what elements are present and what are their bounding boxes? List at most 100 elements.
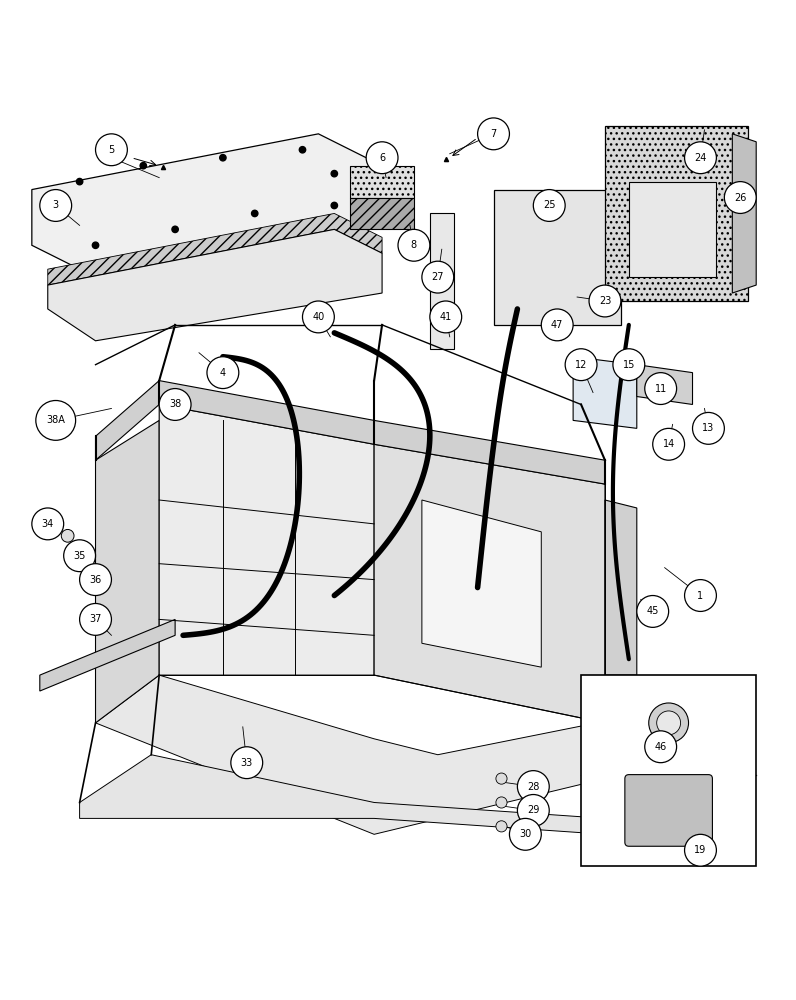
Circle shape [533,190,565,221]
Circle shape [685,834,716,866]
Text: 27: 27 [431,272,444,282]
Polygon shape [96,675,605,834]
Circle shape [657,711,681,735]
FancyBboxPatch shape [625,775,712,846]
Polygon shape [494,190,621,325]
Text: 7: 7 [490,129,497,139]
Text: 15: 15 [622,360,635,370]
Circle shape [517,771,549,802]
Circle shape [517,795,549,826]
Polygon shape [430,213,454,349]
Circle shape [541,309,573,341]
Circle shape [32,508,64,540]
Text: 33: 33 [240,758,253,768]
Circle shape [80,603,111,635]
Polygon shape [605,126,748,301]
Polygon shape [32,134,382,277]
Circle shape [496,797,507,808]
Circle shape [172,226,178,233]
Text: 30: 30 [519,829,532,839]
Circle shape [231,747,263,779]
Text: 13: 13 [702,423,715,433]
Circle shape [496,821,507,832]
Polygon shape [40,619,175,691]
Circle shape [565,349,597,381]
Circle shape [252,210,258,217]
Text: 5: 5 [108,145,115,155]
Polygon shape [350,166,414,198]
Circle shape [64,540,96,572]
Text: 45: 45 [646,606,659,616]
Text: 46: 46 [654,742,667,752]
Circle shape [140,162,146,169]
Circle shape [496,773,507,784]
Text: 38A: 38A [46,415,65,425]
Text: 19: 19 [694,845,707,855]
Circle shape [302,301,334,333]
Text: 1: 1 [697,591,704,601]
Text: 12: 12 [575,360,587,370]
Circle shape [589,285,621,317]
Circle shape [693,412,724,444]
Circle shape [69,545,82,558]
Circle shape [398,229,430,261]
Polygon shape [80,755,605,834]
Text: 47: 47 [551,320,564,330]
Polygon shape [422,500,541,667]
Circle shape [649,703,689,743]
Text: 38: 38 [169,399,181,409]
Circle shape [645,731,677,763]
Circle shape [207,357,239,389]
Text: 23: 23 [599,296,611,306]
Text: 35: 35 [73,551,86,561]
Bar [581,675,756,866]
Text: 14: 14 [662,439,675,449]
Circle shape [220,155,226,161]
Text: 25: 25 [543,200,556,210]
Circle shape [92,242,99,248]
Circle shape [645,373,677,404]
Circle shape [685,580,716,611]
Text: 24: 24 [694,153,707,163]
Circle shape [613,349,645,381]
Circle shape [653,428,685,460]
Text: 26: 26 [734,193,747,203]
Circle shape [685,142,716,174]
Polygon shape [350,198,414,229]
Circle shape [422,261,454,293]
Circle shape [40,190,72,221]
Circle shape [366,142,398,174]
Circle shape [637,596,669,627]
Text: 29: 29 [527,805,540,815]
Polygon shape [48,229,382,341]
Circle shape [331,170,338,177]
Polygon shape [159,404,374,675]
Text: 11: 11 [654,384,667,394]
Circle shape [80,564,111,596]
Text: 36: 36 [89,575,102,585]
Circle shape [724,182,756,213]
Text: 37: 37 [89,614,102,624]
Circle shape [36,400,76,440]
Circle shape [430,301,462,333]
Circle shape [159,389,191,420]
Polygon shape [637,365,693,404]
Polygon shape [48,213,382,285]
Polygon shape [96,420,159,723]
Text: 3: 3 [53,200,59,210]
Polygon shape [96,381,605,484]
Text: 4: 4 [220,368,226,378]
Polygon shape [732,134,756,293]
Text: 34: 34 [41,519,54,529]
Polygon shape [374,444,605,723]
Text: 8: 8 [411,240,417,250]
Polygon shape [573,357,637,428]
Circle shape [76,178,83,185]
Circle shape [509,818,541,850]
Circle shape [299,147,306,153]
Text: 28: 28 [527,782,540,792]
Text: 41: 41 [439,312,452,322]
Circle shape [478,118,509,150]
Polygon shape [629,182,716,277]
Text: 6: 6 [379,153,385,163]
